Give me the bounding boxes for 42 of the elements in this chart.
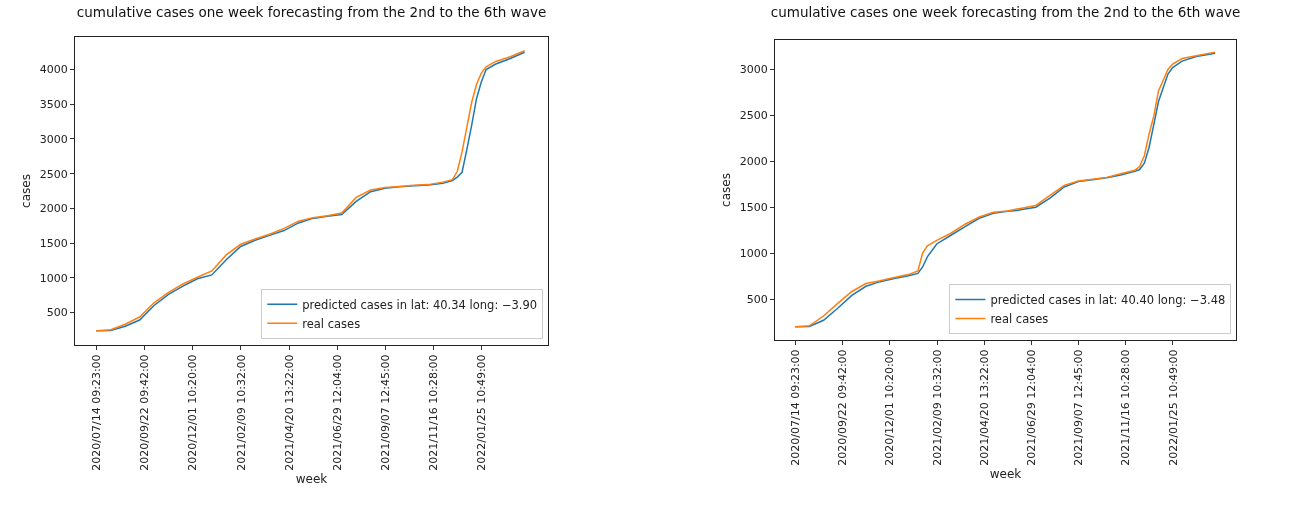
y-axis-title: cases <box>719 173 734 207</box>
y-tick-label: 2000 <box>739 155 768 169</box>
x-tick-label: 2021/04/20 13:22:00 <box>282 354 296 471</box>
x-tick-label: 2020/09/22 09:42:00 <box>138 354 152 471</box>
legend-label: predicted cases in lat: 40.34 long: −3.90 <box>302 297 538 312</box>
x-axis-title: week <box>989 466 1022 481</box>
y-axis-title: cases <box>19 174 34 208</box>
x-tick-label: 2020/12/01 10:20:00 <box>883 349 897 466</box>
y-tick-label: 2500 <box>739 109 768 123</box>
x-tick-label: 2020/09/22 09:42:00 <box>836 349 850 466</box>
chart-title: cumulative cases one week forecasting from the 2nd to the 6th wave <box>76 4 547 21</box>
y-tick-label: 3500 <box>39 98 68 112</box>
y-tick-label: 1000 <box>39 271 68 285</box>
x-tick-label: 2020/07/14 09:23:00 <box>90 354 104 471</box>
y-tick-label: 500 <box>46 306 68 320</box>
y-tick-label: 4000 <box>39 63 68 77</box>
legend-label: predicted cases in lat: 40.40 long: −3.48 <box>990 292 1226 307</box>
x-tick-label: 2021/11/16 10:28:00 <box>427 354 441 471</box>
x-tick-label: 2021/11/16 10:28:00 <box>1119 349 1133 466</box>
y-tick-label: 500 <box>746 292 768 306</box>
x-tick-label: 2022/01/25 10:49:00 <box>475 354 489 471</box>
y-tick-label: 3000 <box>39 132 68 146</box>
y-tick-label: 1000 <box>739 247 768 261</box>
legend-label: real cases <box>990 311 1049 326</box>
chart-title: cumulative cases one week forecasting from the 2nd to the 6th wave <box>770 4 1241 21</box>
y-tick-label: 1500 <box>739 201 768 215</box>
legend-label: real cases <box>302 316 361 331</box>
x-tick-label: 2021/09/07 12:45:00 <box>379 354 393 471</box>
x-tick-label: 2022/01/25 10:49:00 <box>1166 349 1180 466</box>
x-tick-label: 2021/04/20 13:22:00 <box>977 349 991 466</box>
x-tick-label: 2021/02/09 10:32:00 <box>234 354 248 471</box>
x-tick-label: 2020/07/14 09:23:00 <box>789 349 803 466</box>
x-tick-label: 2021/09/07 12:45:00 <box>1072 349 1086 466</box>
y-tick-label: 2000 <box>39 202 68 216</box>
x-tick-label: 2020/12/01 10:20:00 <box>186 354 200 471</box>
x-axis-title: week <box>295 471 328 486</box>
y-tick-label: 3000 <box>739 63 768 77</box>
x-tick-label: 2021/06/29 12:04:00 <box>1025 349 1039 466</box>
x-tick-label: 2021/06/29 12:04:00 <box>330 354 344 471</box>
x-tick-label: 2021/02/09 10:32:00 <box>930 349 944 466</box>
y-tick-label: 2500 <box>39 167 68 181</box>
y-tick-label: 1500 <box>39 236 68 250</box>
